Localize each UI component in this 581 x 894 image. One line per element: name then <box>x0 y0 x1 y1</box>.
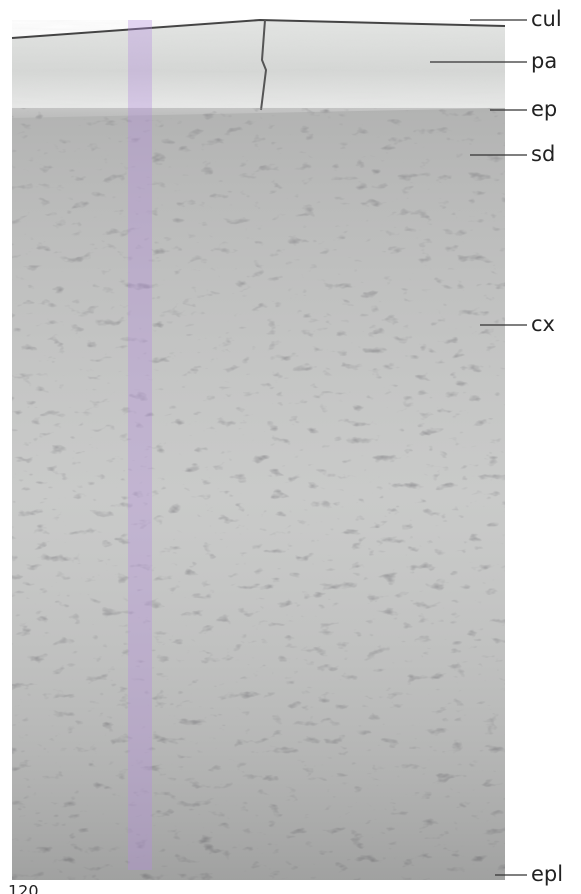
layer-label: epl <box>531 862 563 886</box>
layer-label: ep <box>531 97 557 121</box>
tissue-shading <box>12 108 505 880</box>
layer-label: cx <box>531 312 555 336</box>
stain-streak <box>128 20 152 870</box>
cuticle-edge <box>11 18 506 39</box>
micrograph <box>11 18 506 880</box>
layer-label: sd <box>531 142 555 166</box>
crack <box>260 19 268 111</box>
labels: cul pa ep sd cx epl <box>430 7 563 886</box>
layer-label: cul <box>531 7 562 31</box>
layer-label: pa <box>531 49 557 73</box>
cuticle-texture <box>12 20 505 120</box>
scale-label: 120 <box>8 882 39 894</box>
